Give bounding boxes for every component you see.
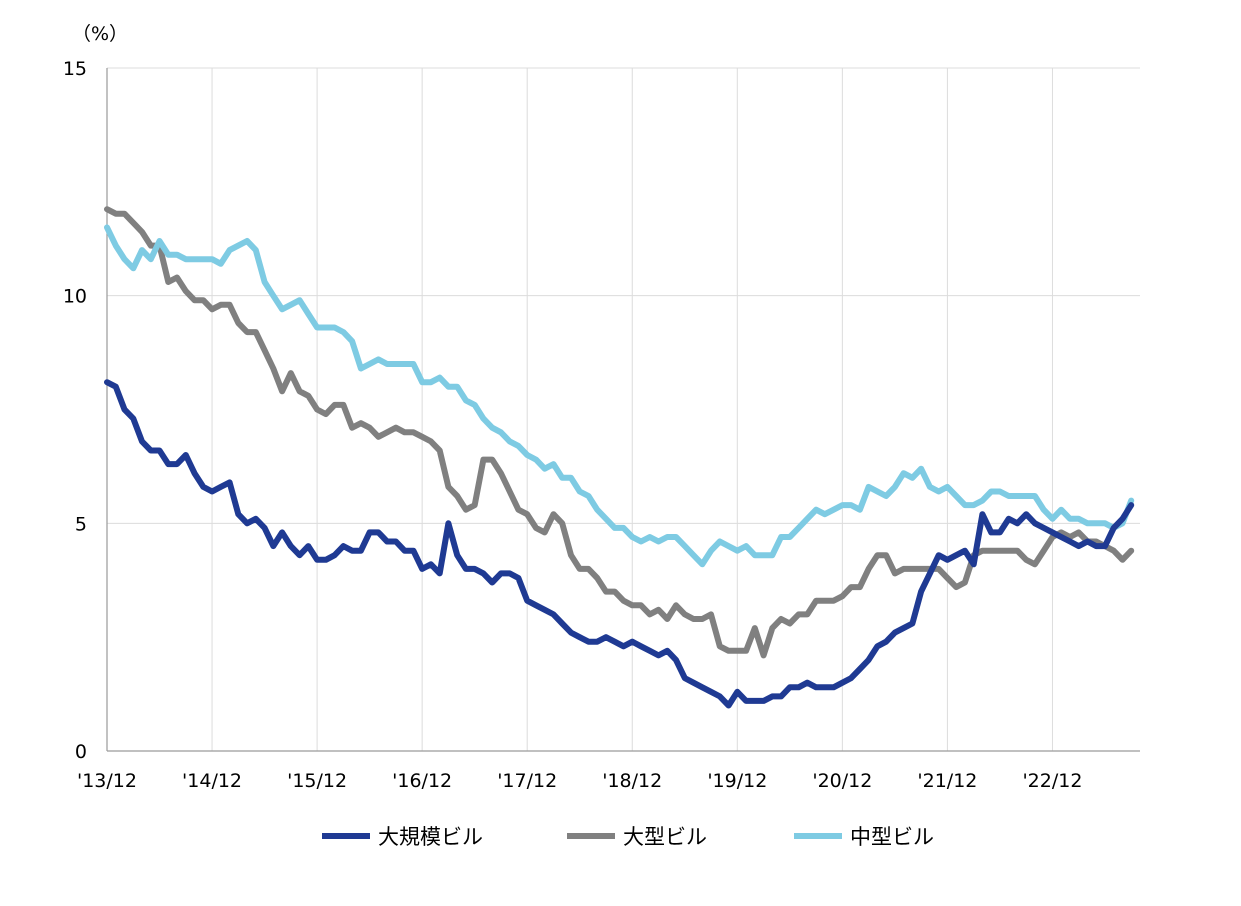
x-tick-label: '21/12 <box>917 770 977 792</box>
x-tick-label: '22/12 <box>1022 770 1082 792</box>
y-tick-label: 5 <box>75 513 87 535</box>
y-tick-label: 0 <box>75 741 87 763</box>
x-tick-label: '20/12 <box>812 770 872 792</box>
legend-item-2: 大型ビル <box>567 825 707 849</box>
x-tick-label: '15/12 <box>287 770 347 792</box>
legend-item-3: 中型ビル <box>794 825 934 849</box>
series-line-2 <box>104 206 1135 659</box>
legend-label: 中型ビル <box>850 825 934 849</box>
x-tick-label: '14/12 <box>182 770 242 792</box>
x-tick-label: '17/12 <box>497 770 557 792</box>
series-lines <box>104 206 1135 709</box>
legend-item-1: 大規模ビル <box>322 825 483 849</box>
series-line-1 <box>104 379 1135 709</box>
legend-label: 大規模ビル <box>378 825 483 849</box>
y-tick-label: 10 <box>63 286 87 308</box>
y-axis-unit-label: （%） <box>72 23 128 45</box>
y-tick-label: 15 <box>63 58 87 80</box>
x-tick-label: '19/12 <box>707 770 767 792</box>
series-line-3 <box>104 224 1135 568</box>
legend: 大規模ビル 大型ビル 中型ビル <box>322 825 934 849</box>
legend-label: 大型ビル <box>623 825 707 849</box>
tick-labels: 0 5 10 15 '13/12 '14/12 '15/12 '16/12 '17/12 '18/… <box>63 23 1083 792</box>
axes <box>106 68 1140 752</box>
x-tick-label: '16/12 <box>392 770 452 792</box>
x-tick-label: '18/12 <box>602 770 662 792</box>
x-tick-label: '13/12 <box>77 770 137 792</box>
